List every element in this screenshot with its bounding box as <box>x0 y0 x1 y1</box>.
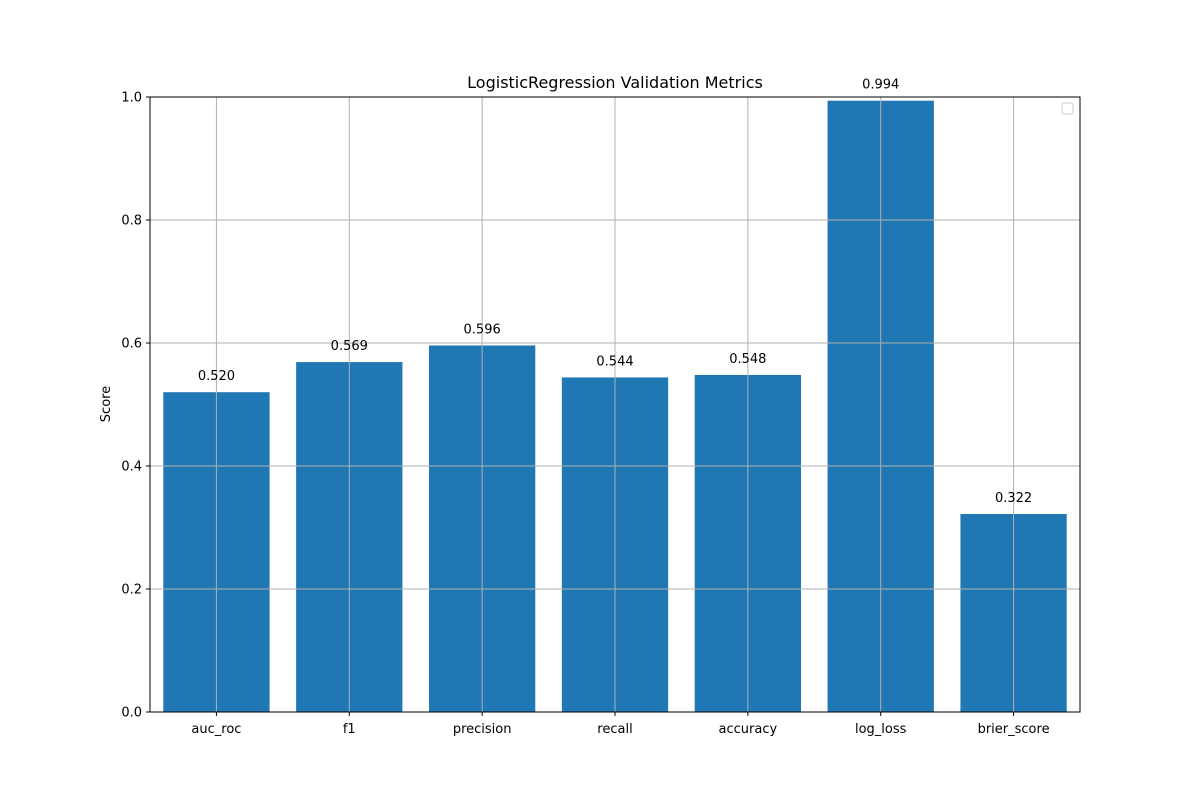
y-tick-label: 0.8 <box>121 214 142 229</box>
value-label: 0.569 <box>331 339 368 354</box>
x-axis-ticks: auc_roc f1 precision recall accuracy log_loss… <box>191 712 1050 737</box>
value-labels: 0.520 0.569 0.596 0.544 0.548 0.994 0.322 <box>198 78 1032 506</box>
value-label: 0.544 <box>596 354 633 369</box>
value-label: 0.596 <box>464 322 501 337</box>
value-label: 0.520 <box>198 369 235 384</box>
x-tick-label: precision <box>453 722 512 737</box>
y-axis-label: Score <box>99 386 114 422</box>
y-tick-label: 0.2 <box>121 583 142 598</box>
value-label: 0.548 <box>729 352 766 367</box>
value-label: 0.994 <box>862 78 899 93</box>
y-tick-label: 0.4 <box>121 460 142 475</box>
x-tick-label: brier_score <box>978 722 1050 737</box>
y-tick-label: 1.0 <box>121 91 142 106</box>
value-label: 0.322 <box>995 491 1032 506</box>
x-tick-label: accuracy <box>719 722 778 737</box>
y-tick-label: 0.0 <box>121 706 142 721</box>
y-axis-ticks: 0.0 0.2 0.4 0.6 0.8 1.0 <box>121 91 150 721</box>
chart-title: LogisticRegression Validation Metrics <box>467 73 763 92</box>
x-tick-label: log_loss <box>855 722 907 737</box>
x-tick-label: f1 <box>343 722 356 737</box>
x-tick-label: recall <box>597 722 632 737</box>
x-tick-label: auc_roc <box>191 722 241 737</box>
y-tick-label: 0.6 <box>121 337 142 352</box>
legend-box <box>1061 102 1074 115</box>
